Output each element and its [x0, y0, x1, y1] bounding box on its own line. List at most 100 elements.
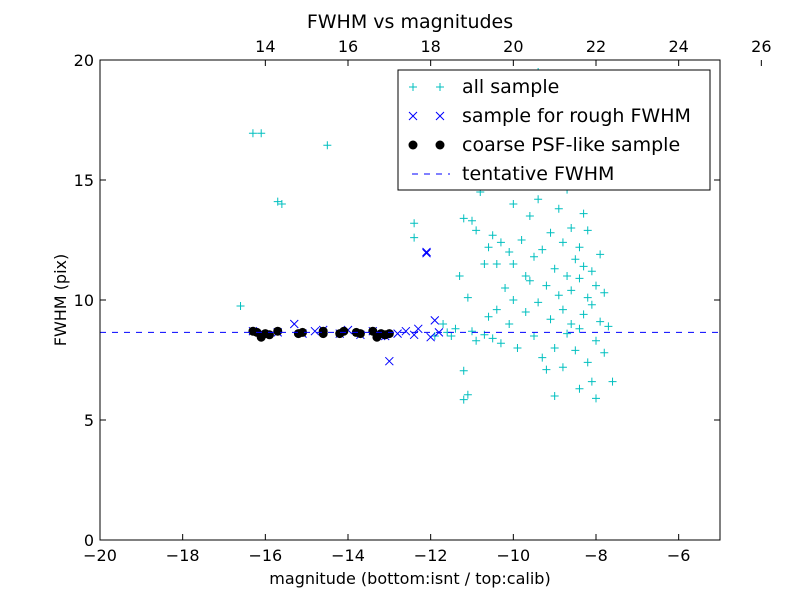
data-point: [509, 296, 518, 304]
y-tick-label: 5: [84, 411, 94, 430]
data-point: [546, 228, 555, 237]
data-point: [410, 233, 419, 242]
data-point: [488, 334, 497, 343]
data-point: [592, 394, 600, 403]
data-point: [600, 288, 609, 297]
data-point: [579, 262, 588, 271]
data-point: [273, 326, 283, 336]
data-point: [587, 377, 596, 386]
data-point: [410, 219, 419, 228]
data-point: [558, 238, 567, 247]
data-point: [509, 260, 518, 268]
data-point: [558, 363, 567, 372]
top-tick-label: 24: [668, 37, 688, 56]
chart-title: FWHM vs magnitudes: [307, 11, 513, 33]
data-point: [355, 329, 365, 339]
data-point: [587, 300, 596, 309]
y-tick-label: 20: [74, 51, 94, 70]
data-point: [542, 281, 551, 290]
y-tick-label: 10: [74, 291, 94, 310]
data-point: [587, 267, 596, 276]
data-point: [575, 324, 584, 333]
data-point: [567, 286, 576, 295]
data-point: [525, 276, 534, 285]
data-point: [496, 238, 505, 247]
data-point: [579, 310, 588, 319]
x-tick-label: −10: [496, 546, 530, 565]
top-tick-label: 20: [503, 37, 523, 56]
legend: all sample sample for rough FWHM coarse PS…: [397, 69, 711, 191]
data-point: [592, 281, 600, 290]
data-point: [459, 366, 468, 375]
y-tick-label: 0: [84, 531, 94, 550]
data-point: [575, 243, 584, 252]
data-point: [323, 141, 332, 150]
x-tick-label: −18: [166, 546, 200, 565]
data-point: [521, 272, 530, 280]
data-point: [488, 231, 497, 240]
data-point: [575, 384, 584, 393]
data-point: [534, 195, 543, 204]
data-point: [567, 224, 576, 232]
data-point: [583, 293, 592, 302]
data-point: [298, 327, 308, 337]
data-point: [571, 255, 580, 264]
data-point: [525, 212, 534, 220]
data-point: [521, 308, 530, 316]
legend-label: sample for rough FWHM: [462, 105, 691, 127]
data-point: [538, 245, 547, 254]
data-point: [550, 344, 559, 352]
data-point: [455, 272, 464, 280]
data-point: [463, 293, 472, 302]
data-point: [451, 324, 460, 333]
data-point: [468, 216, 476, 225]
data-point: [459, 214, 468, 223]
data-point: [480, 260, 489, 268]
data-point: [592, 336, 600, 345]
data-point: [339, 326, 349, 336]
x-tick-label: −16: [248, 546, 282, 565]
data-point: [567, 320, 576, 328]
data-point: [596, 317, 605, 326]
data-point: [583, 226, 592, 235]
data-point: [558, 305, 567, 314]
x-tick-label: −20: [83, 546, 117, 565]
top-tick-label: 22: [586, 37, 606, 56]
data-point: [310, 326, 320, 336]
data-point: [505, 320, 514, 328]
data-point: [484, 312, 493, 321]
data-point: [554, 291, 563, 300]
legend-swatch: [408, 140, 418, 150]
data-point: [413, 324, 423, 334]
legend-box: [397, 69, 711, 191]
data-point: [546, 315, 555, 324]
x-tick-label: −8: [584, 546, 608, 565]
legend-swatch: [435, 140, 445, 150]
legend-swatch: [409, 83, 417, 91]
data-point: [384, 329, 394, 339]
data-point: [513, 344, 522, 352]
data-point: [318, 329, 328, 339]
data-point: [492, 260, 501, 268]
data-point: [554, 204, 563, 213]
data-point: [484, 243, 493, 252]
data-point: [492, 305, 501, 314]
top-tick-label: 26: [751, 37, 771, 56]
axis-ticks: −20 −18 −16 −14 −12 −10 −8 −6 0 5 10 15 20 14 16 18 20 22…: [74, 37, 772, 565]
data-point: [550, 392, 559, 400]
data-point: [426, 332, 436, 342]
x-tick-label: −12: [414, 546, 448, 565]
data-point: [575, 274, 584, 283]
data-point: [534, 298, 543, 307]
legend-label: tentative FWHM: [462, 163, 614, 185]
data-point: [604, 322, 613, 331]
data-point: [273, 197, 282, 206]
data-point: [472, 336, 481, 345]
data-point: [277, 200, 286, 208]
data-point: [530, 332, 538, 340]
data-point: [472, 226, 481, 235]
y-axis-label: FWHM (pix): [51, 254, 70, 347]
data-point: [550, 264, 559, 273]
data-point: [236, 302, 245, 310]
